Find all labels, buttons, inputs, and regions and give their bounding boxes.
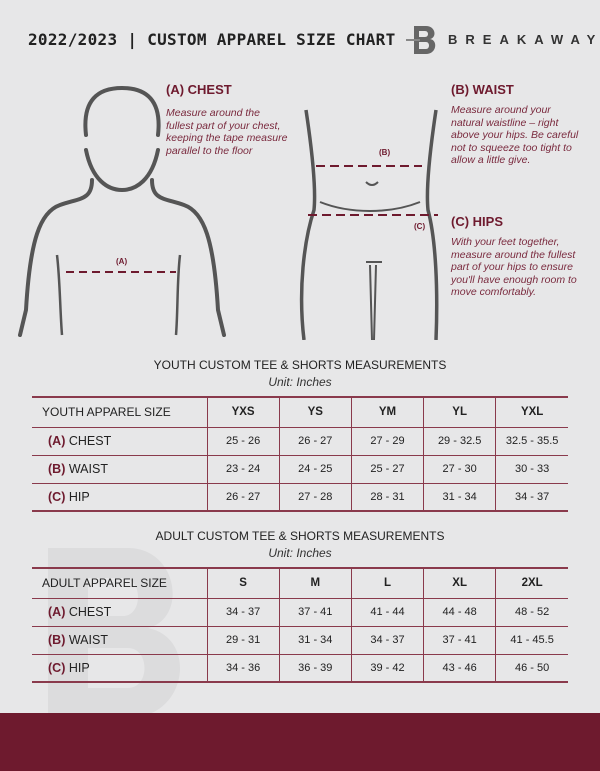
cell: 31 - 34: [423, 482, 496, 512]
row-code: (B): [48, 633, 66, 647]
cell: 25 - 26: [206, 426, 280, 455]
row-code: (A): [48, 434, 66, 448]
size-header: S: [206, 567, 280, 598]
cell: 27 - 29: [350, 426, 424, 455]
row-code: (C): [48, 489, 66, 504]
row-label: (A) CHEST: [32, 597, 207, 626]
cell: 37 - 41: [423, 625, 496, 654]
cell: 25 - 27: [350, 454, 424, 483]
cell: 37 - 41: [278, 597, 352, 626]
cell: 32.5 - 35.5: [495, 426, 568, 455]
adult-size-table: ADULT APPAREL SIZE S M L XL 2XL (A) CHES…: [32, 567, 568, 683]
table-row: (C) HIP 26 - 27 27 - 28 28 - 31 31 - 34 34 -…: [32, 482, 568, 512]
row-label: (A) CHEST: [32, 426, 207, 455]
row-code: (B): [48, 462, 66, 476]
cell: 34 - 37: [206, 597, 280, 626]
cell: 27 - 30: [423, 454, 496, 483]
lower-body-figure: [299, 109, 439, 340]
chest-description: Measure around the fullest part of your …: [166, 107, 288, 157]
cell: 31 - 34: [278, 625, 352, 654]
table-row: (C) HIP 34 - 36 36 - 39 39 - 42 43 - 46 46 -…: [32, 653, 568, 683]
youth-unit: Unit: Inches: [268, 375, 332, 389]
size-header: M: [278, 567, 352, 598]
cell: 29 - 31: [206, 625, 280, 654]
hips-marker: (C): [414, 222, 426, 231]
size-header: YL: [423, 396, 496, 427]
cell: 26 - 27: [206, 482, 280, 512]
row-label: (C) HIP: [32, 653, 207, 683]
hips-heading: (C) HIPS: [451, 214, 503, 229]
row-name: HIP: [68, 489, 90, 504]
table-row: (A) CHEST 25 - 26 26 - 27 27 - 29 29 - 32.5…: [32, 426, 568, 455]
cell: 26 - 27: [278, 426, 352, 455]
cell: 48 - 52: [495, 597, 568, 626]
adult-unit: Unit: Inches: [268, 546, 332, 560]
size-header: YM: [350, 396, 424, 427]
cell: 44 - 48: [423, 597, 496, 626]
row-name: CHEST: [68, 605, 112, 619]
size-header: YS: [278, 396, 352, 427]
page-title: 2022/2023 | CUSTOM APPAREL SIZE CHART: [28, 30, 396, 49]
breakaway-logo-icon: [406, 26, 436, 54]
cell: 34 - 37: [350, 625, 424, 654]
table-header-row: YOUTH APPAREL SIZE YXS YS YM YL YXL: [32, 396, 568, 427]
youth-size-table: YOUTH APPAREL SIZE YXS YS YM YL YXL (A) …: [32, 396, 568, 512]
upper-body-figure: [18, 85, 226, 337]
row-label: (C) HIP: [32, 482, 207, 512]
table-row: (B) WAIST 23 - 24 24 - 25 25 - 27 27 - 30 30…: [32, 454, 568, 483]
size-header: YXS: [206, 396, 280, 427]
row-code: (A): [48, 605, 66, 619]
cell: 43 - 46: [423, 653, 496, 683]
cell: 29 - 32.5: [423, 426, 496, 455]
row-label: (B) WAIST: [32, 454, 207, 483]
row-name: HIP: [68, 660, 90, 675]
waist-marker: (B): [379, 148, 391, 157]
cell: 36 - 39: [278, 653, 352, 683]
cell: 30 - 33: [495, 454, 568, 483]
footer-bar: [0, 713, 600, 771]
cell: 23 - 24: [206, 454, 280, 483]
size-header: L: [350, 567, 424, 598]
brand-name: BREAKAWAY: [448, 32, 600, 47]
row-code: (C): [48, 660, 66, 675]
table-row: (A) CHEST 34 - 37 37 - 41 41 - 44 44 - 48 48…: [32, 597, 568, 626]
cell: 34 - 37: [495, 482, 568, 512]
size-header: XL: [423, 567, 496, 598]
row-label: (B) WAIST: [32, 625, 207, 654]
adult-table-title: ADULT CUSTOM TEE & SHORTS MEASUREMENTS: [155, 529, 445, 543]
header-label: YOUTH APPAREL SIZE: [32, 396, 207, 427]
table-row: (B) WAIST 29 - 31 31 - 34 34 - 37 37 - 41 41…: [32, 625, 568, 654]
header-label: ADULT APPAREL SIZE: [32, 567, 207, 598]
table-header-row: ADULT APPAREL SIZE S M L XL 2XL: [32, 567, 568, 598]
cell: 41 - 45.5: [495, 625, 568, 654]
cell: 24 - 25: [278, 454, 352, 483]
cell: 46 - 50: [495, 653, 568, 683]
size-header: YXL: [495, 396, 568, 427]
row-name: WAIST: [68, 633, 108, 647]
cell: 34 - 36: [206, 653, 280, 683]
row-name: WAIST: [68, 462, 108, 476]
waist-description: Measure around your natural waistline – …: [451, 104, 579, 167]
cell: 39 - 42: [350, 653, 424, 683]
waist-heading: (B) WAIST: [451, 82, 514, 97]
youth-table-title: YOUTH CUSTOM TEE & SHORTS MEASUREMENTS: [153, 358, 447, 372]
cell: 28 - 31: [350, 482, 424, 512]
row-name: CHEST: [68, 434, 112, 448]
chest-marker: (A): [116, 257, 128, 266]
cell: 27 - 28: [278, 482, 352, 512]
size-header: 2XL: [495, 567, 568, 598]
hips-description: With your feet together, measure around …: [451, 236, 577, 299]
cell: 41 - 44: [350, 597, 424, 626]
chest-heading: (A) CHEST: [166, 82, 232, 97]
